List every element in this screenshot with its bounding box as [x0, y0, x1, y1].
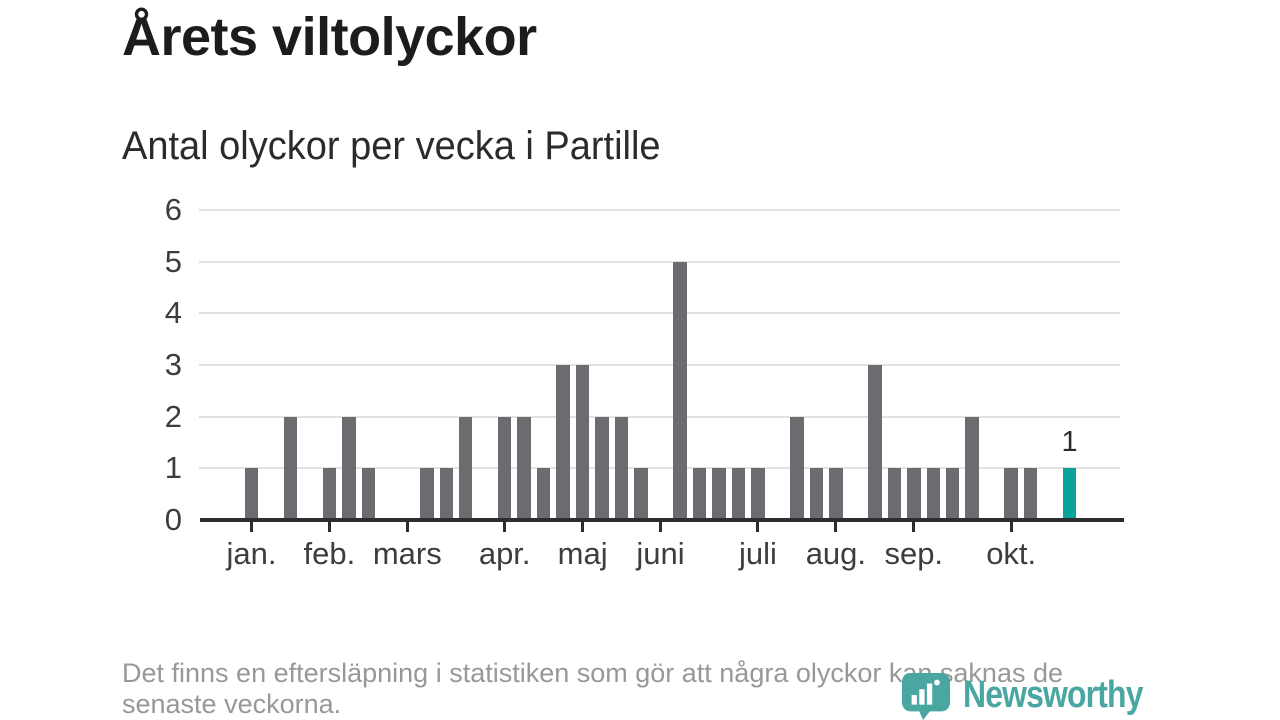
y-tick-label-5: 5: [164, 243, 182, 279]
bar-week-6: [322, 468, 337, 520]
bar-week-16: [517, 416, 531, 520]
bar-week-8: [361, 468, 376, 520]
x-tick-label-apr: apr.: [478, 536, 531, 571]
x-tick-aug: [834, 522, 838, 532]
bar-week-27: [731, 468, 746, 520]
gridline-3: [199, 364, 1120, 366]
gridline-5: [199, 260, 1120, 263]
footnote: Det finns en eftersläpning i statistiken…: [122, 658, 1182, 720]
y-tick-label-3: 3: [164, 347, 182, 382]
x-tick-label-juni: juni: [636, 536, 685, 571]
x-tick-feb: [327, 522, 331, 532]
bar-week-17: [536, 468, 551, 520]
highlight-bar-week-44: [1062, 468, 1077, 520]
chart-subtitle: Antal olyckor per vecka i Partille: [122, 124, 661, 168]
gridline-4: [199, 312, 1120, 315]
y-tick-label-0: 0: [164, 502, 182, 537]
x-tick-label-aug: aug.: [805, 536, 867, 571]
bar-week-35: [887, 468, 902, 520]
gridline-2: [199, 415, 1120, 418]
bar-week-18: [556, 365, 570, 520]
bar-week-30: [790, 416, 804, 520]
x-tick-juli: [756, 522, 760, 532]
bar-week-25: [692, 468, 707, 520]
gridline-1: [199, 467, 1120, 470]
x-axis-line: [200, 518, 1124, 522]
x-tick-label-jan: jan.: [226, 536, 277, 571]
x-tick-jan: [249, 522, 253, 532]
gridline-6: [199, 209, 1120, 211]
highlight-value-label: 1: [1061, 426, 1078, 459]
x-tick-label-feb: feb.: [303, 536, 356, 571]
page-title: Årets viltolyckor: [122, 7, 537, 67]
bar-week-20: [595, 416, 609, 520]
bar-week-22: [634, 468, 648, 520]
footnote-line: senaste veckorna.: [122, 689, 342, 719]
x-tick-sep: [912, 522, 916, 532]
x-tick-apr: [503, 522, 507, 532]
y-tick-label-2: 2: [164, 398, 182, 434]
bar-week-11: [420, 468, 434, 520]
bar-week-15: [497, 416, 512, 520]
newsworthy-logo: Newsworthy: [901, 672, 1177, 720]
y-tick-label-4: 4: [164, 295, 182, 331]
bar-week-31: [809, 468, 824, 520]
logo-text: Newsworthy: [963, 674, 1143, 716]
x-tick-mars: [405, 522, 409, 532]
bar-week-36: [907, 468, 921, 520]
x-tick-maj: [581, 522, 585, 532]
bar-week-39: [965, 416, 979, 520]
newsworthy-pin-barchart-icon: [902, 672, 950, 720]
x-tick-label-okt: okt.: [986, 536, 1037, 571]
bar-week-19: [575, 365, 590, 520]
bar-week-38: [945, 468, 960, 520]
x-tick-okt: [1009, 522, 1013, 532]
y-tick-label-1: 1: [164, 450, 182, 486]
y-tick-label-6: 6: [164, 192, 182, 227]
x-tick-label-sep: sep.: [884, 536, 944, 571]
bar-week-21: [614, 416, 629, 520]
bar-week-26: [712, 468, 726, 520]
bar-week-42: [1023, 468, 1038, 520]
bar-week-34: [868, 365, 882, 520]
x-tick-label-juli: juli: [738, 536, 777, 571]
x-tick-label-maj: maj: [557, 536, 608, 571]
bar-week-7: [342, 416, 356, 520]
bar-week-41: [1004, 468, 1018, 520]
bar-week-24: [673, 261, 687, 520]
x-tick-juni: [659, 522, 663, 532]
bar-week-37: [926, 468, 940, 520]
bar-chart: 0 1 2 3 4 5 6 jan. feb. mars apr. maj juni juli aug. s…: [165, 192, 1124, 571]
bar-week-4: [283, 416, 298, 520]
bar-week-12: [439, 468, 453, 520]
bar-week-2: [244, 468, 259, 520]
bar-week-32: [829, 468, 843, 520]
bar-week-13: [458, 416, 473, 520]
x-tick-label-mars: mars: [372, 536, 442, 571]
bar-week-28: [751, 468, 765, 520]
